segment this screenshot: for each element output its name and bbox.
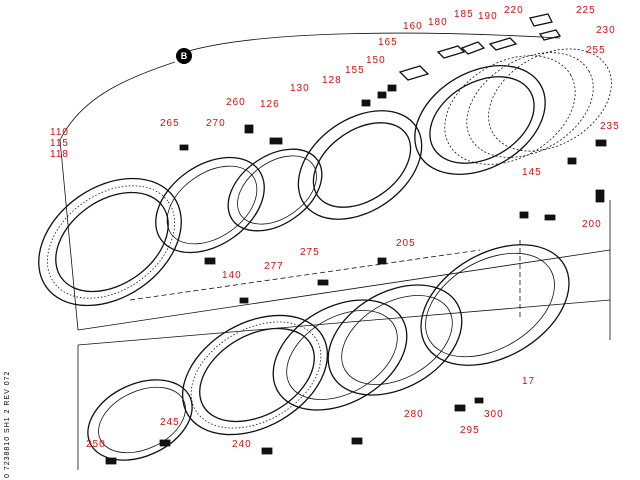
housing-17	[420, 244, 570, 366]
callout-118: 118	[50, 149, 69, 160]
ring-270	[155, 156, 265, 254]
callout-140: 140	[222, 270, 242, 281]
callout-225: 225	[576, 5, 596, 16]
callout-128: 128	[322, 75, 342, 86]
callout-220: 220	[504, 5, 524, 16]
callout-126: 126	[260, 99, 280, 110]
assembly-line-left	[59, 139, 79, 331]
ring-240	[181, 314, 329, 436]
callout-235: 235	[600, 121, 620, 132]
callout-277: 277	[264, 261, 284, 272]
assembly-curve-top	[184, 32, 561, 53]
rings-280	[272, 284, 463, 411]
callout-260: 260	[226, 97, 246, 108]
callout-270: 270	[206, 118, 226, 129]
ring-110	[38, 177, 182, 307]
callout-190: 190	[478, 11, 498, 22]
callout-205: 205	[396, 238, 416, 249]
dashed-guide-2	[129, 249, 481, 301]
callout-245: 245	[160, 417, 180, 428]
callout-155: 155	[345, 65, 365, 76]
callout-250: 250	[86, 439, 106, 450]
callout-185: 185	[454, 9, 474, 20]
callout-275: 275	[300, 247, 320, 258]
callout-165: 165	[378, 37, 398, 48]
callout-145: 145	[522, 167, 542, 178]
callout-295: 295	[460, 425, 480, 436]
flange-130	[297, 110, 423, 220]
callout-280: 280	[404, 409, 424, 420]
callout-265: 265	[160, 118, 180, 129]
callout-200: 200	[582, 219, 602, 230]
ring-245	[87, 379, 193, 461]
callout-240: 240	[232, 439, 252, 450]
assembly-line-mid	[77, 249, 611, 331]
assembly-line-mid2	[77, 299, 611, 346]
callout-230: 230	[596, 25, 616, 36]
callout-255: 255	[586, 45, 606, 56]
ring-275	[227, 148, 323, 232]
callout-110: 110	[50, 127, 69, 138]
drawing-code-vertical: 0 7238810 SH1 2 REV 072	[4, 370, 11, 478]
assembly-curve-left	[59, 61, 176, 141]
callout-180: 180	[428, 17, 448, 28]
callout-130: 130	[290, 83, 310, 94]
callout-115: 115	[50, 138, 69, 149]
hardware-parts	[105, 13, 607, 465]
callout-150: 150	[366, 55, 386, 66]
callout-17: 17	[522, 376, 536, 387]
callout-300: 300	[484, 409, 504, 420]
section-marker-b: B	[176, 48, 192, 64]
callout-160: 160	[403, 21, 423, 32]
